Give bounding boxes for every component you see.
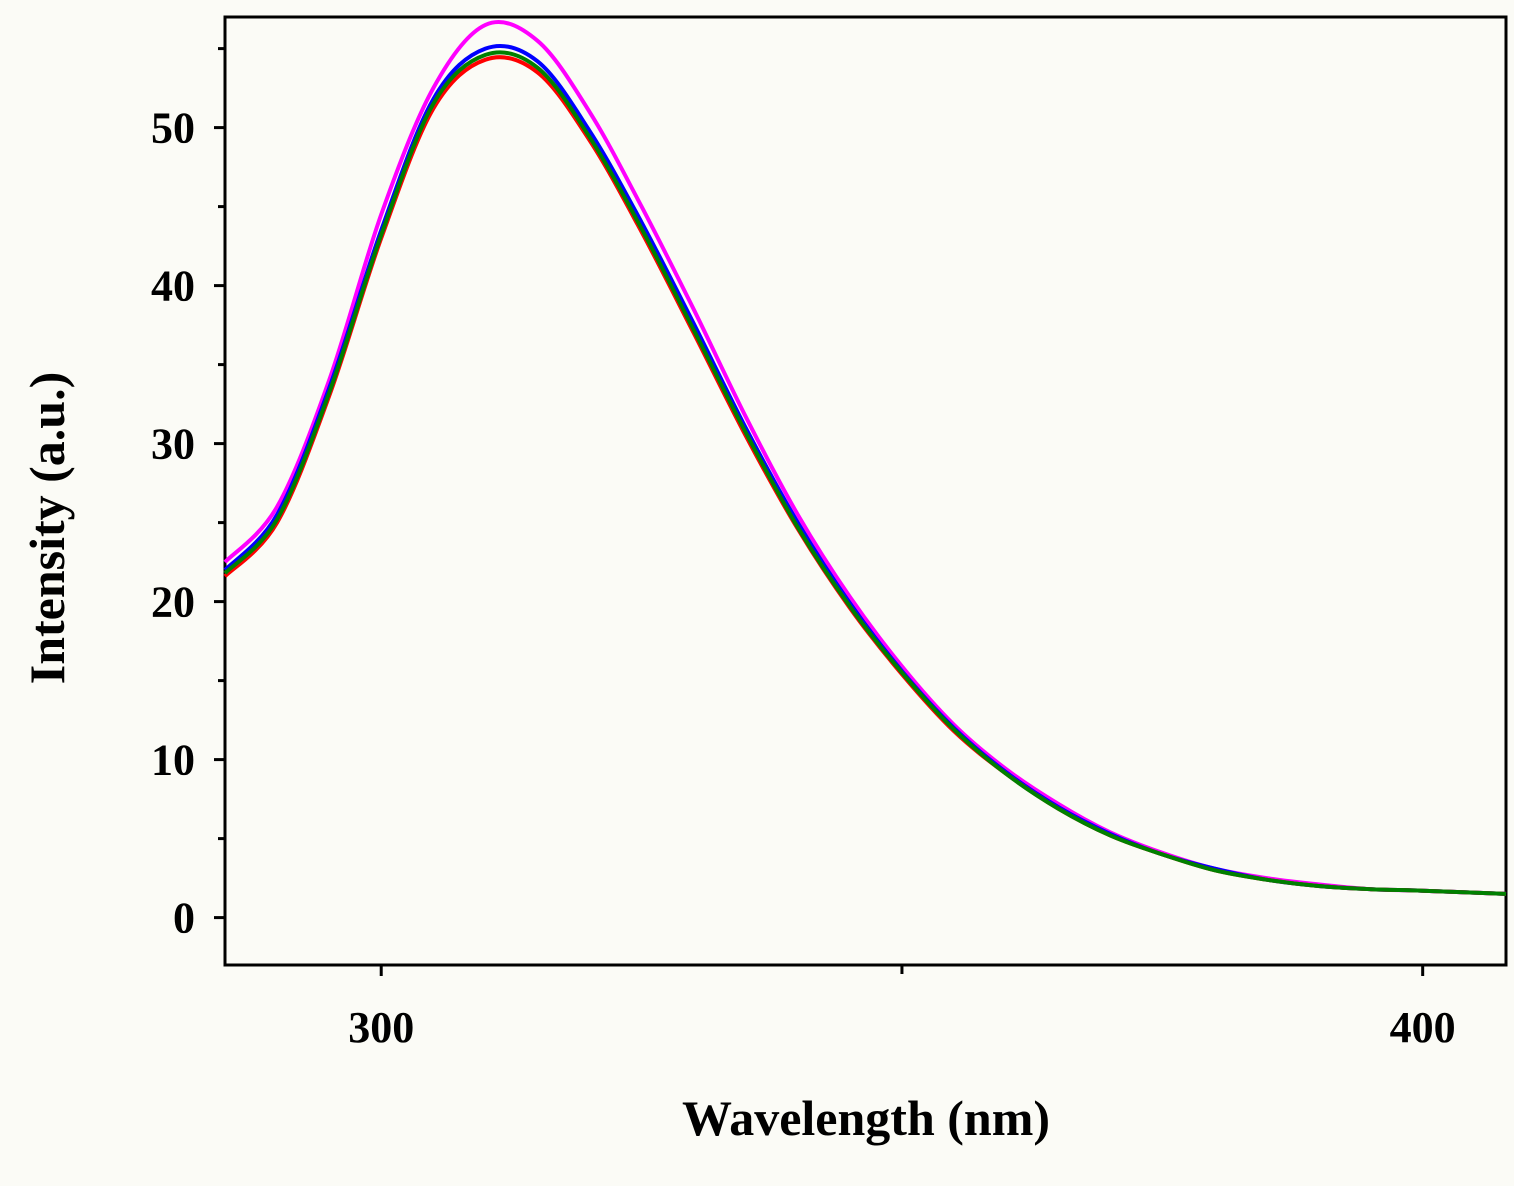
ticks-layer: 0 10 20 30 40 50 300 400 — [151, 47, 1456, 1052]
y-tick-label: 40 — [151, 262, 195, 311]
x-tick-label: 400 — [1390, 1003, 1456, 1052]
x-tick-label: 300 — [348, 1003, 414, 1052]
y-tick-label: 10 — [151, 736, 195, 785]
series-line-4 — [223, 50, 1507, 896]
x-axis-title: Wavelength (nm) — [682, 1090, 1050, 1146]
y-tick-label: 50 — [151, 104, 195, 153]
series-line-3 — [223, 55, 1507, 896]
series-line-2 — [223, 43, 1507, 896]
plot-frame — [223, 15, 1508, 967]
y-tick-label: 0 — [173, 894, 195, 943]
y-tick-label: 20 — [151, 578, 195, 627]
series-layer — [223, 20, 1507, 896]
y-axis-title: Intensity (a.u.) — [19, 372, 75, 685]
y-tick-label: 30 — [151, 420, 195, 469]
series-line-1 — [223, 20, 1507, 896]
